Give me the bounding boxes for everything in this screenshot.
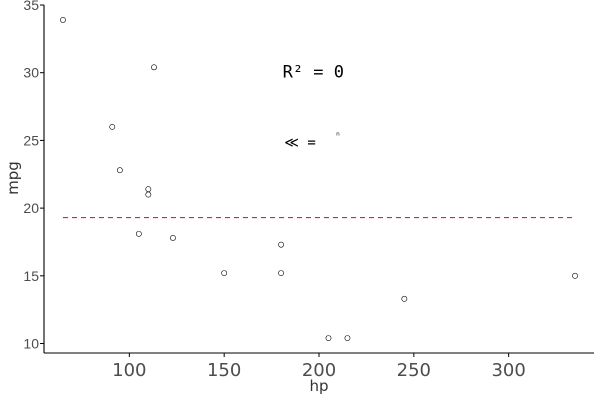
scatter-point — [145, 191, 152, 198]
annotations: R² = 0 ≪ = ⁿ — [283, 63, 344, 151]
scatter-point — [401, 295, 408, 302]
y-tick-label: 35 — [23, 0, 39, 13]
scatter-point — [60, 16, 66, 23]
x-tick-label: 250 — [397, 360, 431, 381]
x-axis-ticks: 100 150 200 250 300 — [112, 353, 526, 381]
scatter-point — [151, 64, 157, 71]
scatter-point — [170, 235, 176, 241]
scatter-point — [145, 186, 152, 193]
y-axis-title: mpg — [4, 161, 22, 195]
y-tick-label: 20 — [23, 200, 39, 216]
y-tick-label: 10 — [23, 336, 39, 352]
y-axis-ticks: 10 15 20 25 30 35 — [23, 0, 44, 352]
y-tick-label: 25 — [23, 132, 39, 148]
annotation-text: ≪ = — [284, 135, 316, 151]
scatter-point — [135, 230, 142, 237]
scatter-point — [221, 270, 228, 277]
scatter-point — [325, 335, 332, 342]
x-tick-label: 200 — [302, 360, 336, 381]
scatter-point — [572, 272, 578, 279]
y-tick-label: 30 — [23, 65, 39, 81]
x-tick-label: 300 — [491, 360, 525, 381]
annotation-text: ⁿ — [335, 132, 340, 142]
scatter-point — [109, 123, 116, 130]
scatter-point — [344, 335, 351, 342]
x-tick-label: 150 — [207, 360, 241, 381]
scatter-point — [278, 241, 284, 248]
x-axis-title: hp — [309, 377, 328, 395]
scatter-point — [116, 167, 123, 174]
annotation-text: R² = 0 — [283, 63, 344, 83]
scatter-point — [278, 270, 284, 277]
x-tick-label: 100 — [112, 360, 146, 381]
data-points — [60, 16, 578, 342]
y-tick-label: 15 — [23, 268, 39, 284]
